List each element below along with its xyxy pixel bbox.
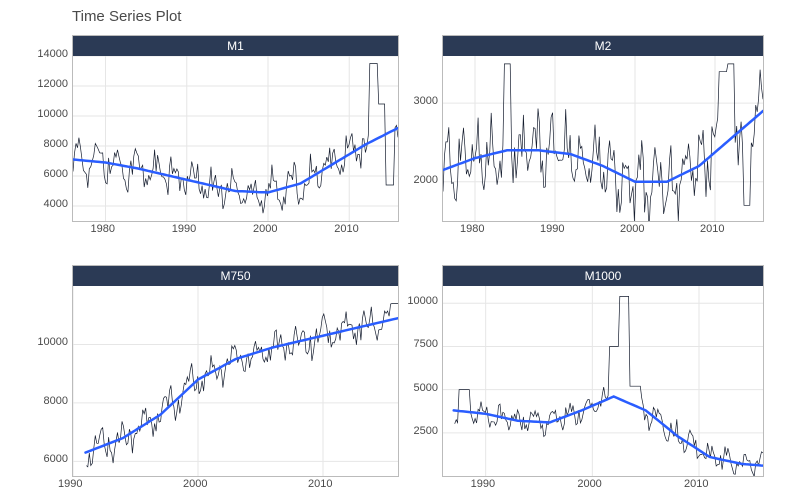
y-tick-label: 8000 bbox=[44, 138, 68, 150]
panel-m2: M2 bbox=[442, 35, 764, 222]
x-tick-label: 1990 bbox=[540, 223, 564, 235]
y-tick-label: 6000 bbox=[44, 168, 68, 180]
y-tick-label: 7500 bbox=[414, 338, 438, 350]
x-tick-label: 2000 bbox=[577, 478, 601, 490]
figure-title: Time Series Plot bbox=[72, 8, 181, 25]
y-tick-label: 2000 bbox=[414, 174, 438, 186]
plot-area bbox=[73, 56, 398, 221]
x-tick-label: 2010 bbox=[308, 478, 332, 490]
panel-header: M750 bbox=[73, 266, 398, 286]
data-series bbox=[455, 296, 763, 476]
plot-area bbox=[73, 286, 398, 476]
panel-m1: M1 bbox=[72, 35, 399, 222]
y-tick-label: 5000 bbox=[414, 382, 438, 394]
x-tick-label: 1990 bbox=[172, 223, 196, 235]
y-tick-label: 10000 bbox=[407, 295, 438, 307]
panel-header: M1 bbox=[73, 36, 398, 56]
panel-m1000: M1000 bbox=[442, 265, 764, 477]
y-tick-label: 10000 bbox=[37, 336, 68, 348]
plot-area bbox=[443, 56, 763, 221]
y-tick-label: 4000 bbox=[44, 198, 68, 210]
panel-m750: M750 bbox=[72, 265, 399, 477]
x-tick-label: 1980 bbox=[460, 223, 484, 235]
panel-header: M1000 bbox=[443, 266, 763, 286]
x-tick-label: 2010 bbox=[334, 223, 358, 235]
x-tick-label: 2000 bbox=[620, 223, 644, 235]
x-tick-label: 1990 bbox=[58, 478, 82, 490]
smooth-series bbox=[86, 318, 399, 452]
y-tick-label: 3000 bbox=[414, 95, 438, 107]
figure: Time Series Plot M1 4000 6000 8000 10000 1200… bbox=[0, 0, 800, 500]
plot-area bbox=[443, 286, 763, 476]
x-tick-label: 2010 bbox=[684, 478, 708, 490]
x-tick-label: 1990 bbox=[471, 478, 495, 490]
x-tick-label: 2000 bbox=[183, 478, 207, 490]
y-tick-label: 2500 bbox=[414, 425, 438, 437]
x-tick-label: 2010 bbox=[700, 223, 724, 235]
panel-header: M2 bbox=[443, 36, 763, 56]
y-tick-label: 14000 bbox=[37, 48, 68, 60]
y-tick-label: 10000 bbox=[37, 108, 68, 120]
y-tick-label: 12000 bbox=[37, 78, 68, 90]
y-tick-label: 6000 bbox=[44, 453, 68, 465]
x-tick-label: 2000 bbox=[253, 223, 277, 235]
y-tick-label: 8000 bbox=[44, 395, 68, 407]
x-tick-label: 1980 bbox=[91, 223, 115, 235]
